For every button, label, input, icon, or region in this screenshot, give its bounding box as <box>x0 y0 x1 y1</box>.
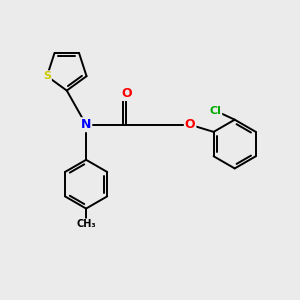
Text: O: O <box>121 87 131 100</box>
Text: O: O <box>185 118 195 131</box>
Text: Cl: Cl <box>209 106 221 116</box>
Text: S: S <box>43 71 51 81</box>
Text: N: N <box>81 118 91 131</box>
Text: CH₃: CH₃ <box>76 219 96 229</box>
